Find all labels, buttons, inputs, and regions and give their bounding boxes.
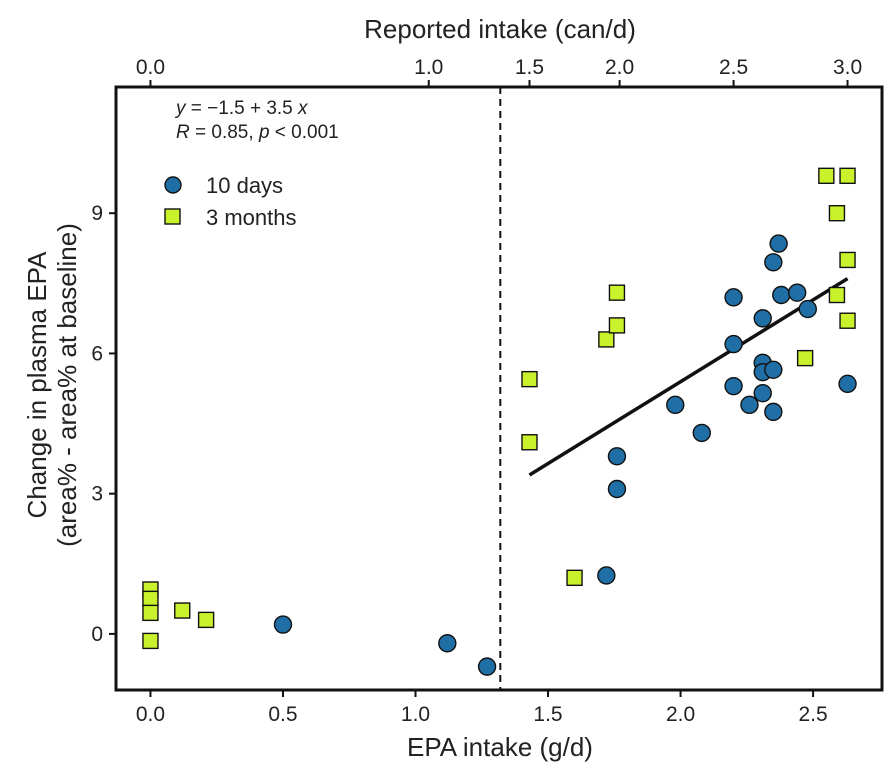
x-tick-label: 0.0 [136, 703, 165, 726]
x-tick-label: 2.5 [798, 703, 827, 726]
data-point-3-months [796, 349, 814, 367]
stats-r-label: R [176, 122, 190, 143]
plot-border [114, 85, 884, 692]
data-point-10-days [273, 615, 293, 634]
legend-circle-marker [164, 176, 182, 194]
data-point-10-days [724, 376, 743, 396]
data-point-10-days [772, 285, 791, 305]
data-point-10-days [753, 309, 772, 328]
stats-r-value: = 0.85, [190, 122, 259, 143]
top-axis-tick-label: 2.0 [605, 56, 634, 79]
data-point-10-days [692, 423, 711, 443]
x-tick-label: 2.0 [666, 703, 695, 726]
data-point-3-months [142, 590, 159, 608]
data-point-10-days [769, 234, 788, 253]
data-point-10-days [753, 383, 772, 403]
equation-body: = −1.5 + 3.5 [186, 98, 299, 119]
legend-label-3-months: 3 months [206, 205, 297, 230]
data-point-3-months [521, 370, 538, 388]
plot-area: 0.0 0.5 1.0 1.5 2.0 2.5 0.0 1.0 1.5 2.0 2.5 3.0 0 3 6 9 [91, 56, 884, 726]
data-point-10-days [838, 374, 857, 394]
data-point-3-months [174, 602, 191, 619]
correlation-stats: R = 0.85, p < 0.001 [176, 122, 339, 143]
data-point-10-days [438, 634, 457, 653]
y-axis-title-line1: Change in plasma EPA [22, 251, 52, 519]
data-point-3-months [839, 312, 856, 329]
data-point-10-days [764, 360, 783, 380]
data-point-3-months [608, 284, 626, 301]
y-tick-label: 0 [91, 623, 103, 646]
data-point-10-days [724, 288, 743, 307]
data-point-10-days [764, 253, 783, 272]
regression-equation: y = −1.5 + 3.5 x [174, 98, 309, 119]
data-point-10-days [740, 395, 759, 415]
x-tick-label: 1.5 [533, 703, 562, 726]
data-point-10-days [477, 657, 497, 676]
x-axis-title: EPA intake (g/d) [407, 732, 593, 762]
y-tick-label: 6 [91, 342, 103, 365]
y-tick-label: 3 [91, 483, 103, 506]
stats-p-label: p [258, 122, 270, 143]
data-point-10-days [798, 299, 817, 319]
stats-p-value: < 0.001 [270, 122, 339, 143]
data-point-3-months [839, 167, 856, 185]
y-tick-label: 9 [91, 202, 103, 225]
data-point-3-months [828, 286, 846, 304]
x-tick-label: 0.5 [268, 703, 297, 726]
data-point-3-months [566, 569, 583, 587]
x-tick-label: 1.0 [401, 703, 430, 726]
legend-label-10-days: 10 days [206, 173, 283, 198]
data-point-10-days [724, 334, 743, 354]
data-point-10-days [764, 402, 783, 422]
regression-line [528, 277, 849, 477]
top-axis-tick-label: 0.0 [136, 56, 165, 79]
top-axis-tick-label: 3.0 [833, 56, 862, 79]
data-point-3-months [818, 167, 835, 185]
data-point-3-months [142, 604, 159, 622]
data-point-3-months [521, 434, 538, 451]
data-point-10-days [787, 283, 807, 302]
top-axis-tick-label: 2.5 [719, 56, 748, 79]
legend: 10 days 3 months [164, 173, 297, 230]
data-point-10-days [597, 566, 616, 585]
y-axis-title-line2: (area% - area% at baseline) [52, 223, 82, 547]
data-point-3-months [598, 331, 615, 348]
data-point-10-days [666, 395, 685, 415]
equation-x: x [297, 98, 309, 119]
data-point-3-months [142, 632, 159, 650]
equation-y: y [174, 98, 187, 119]
data-point-3-months [839, 251, 856, 269]
data-point-10-days [607, 447, 627, 466]
data-point-3-months [197, 611, 215, 629]
data-point-3-months [608, 317, 626, 334]
top-axis-tick-label: 1.0 [414, 56, 443, 79]
top-axis-tick-label: 1.5 [515, 56, 544, 79]
data-point-3-months [828, 205, 846, 222]
top-axis-title: Reported intake (can/d) [364, 14, 636, 44]
legend-square-marker [164, 208, 181, 225]
data-point-10-days [607, 479, 627, 499]
